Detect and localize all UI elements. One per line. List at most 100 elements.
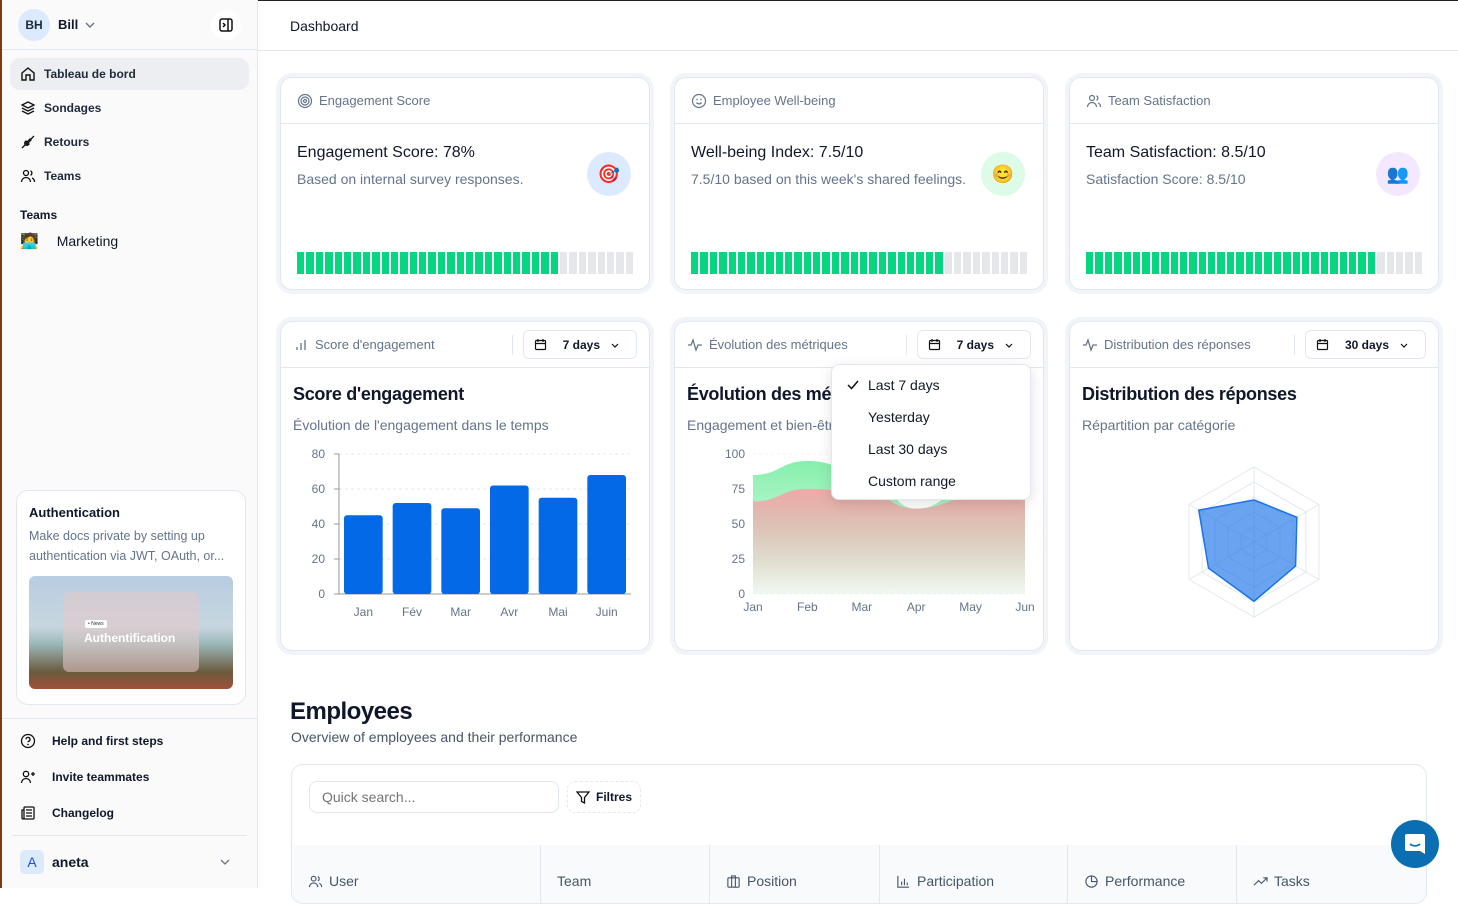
progress-segment: [1001, 252, 1008, 274]
user-avatar[interactable]: BH: [18, 9, 50, 41]
kpi-card-satisfaction: Team Satisfaction Team Satisfaction: 8.5…: [1069, 77, 1439, 290]
column-header-position[interactable]: Position: [710, 845, 880, 904]
range-select[interactable]: 7 days: [523, 330, 637, 359]
quick-search-input[interactable]: [309, 781, 559, 813]
invite-link[interactable]: Invite teammates: [2, 759, 257, 795]
column-header-performance[interactable]: Performance: [1068, 845, 1237, 904]
sidebar-item-feedback[interactable]: Retours: [10, 126, 249, 158]
chat-support-button[interactable]: [1391, 820, 1439, 868]
y-tick-label: 100: [725, 447, 745, 461]
filters-label: Filtres: [596, 790, 632, 804]
progress-segment: [1199, 252, 1206, 274]
dropdown-option-yesterday[interactable]: Yesterday: [832, 401, 1030, 433]
calendar-icon: [534, 338, 547, 351]
column-label: Tasks: [1274, 873, 1310, 889]
chevron-down-icon[interactable]: [84, 19, 96, 31]
progress-segment: [1010, 252, 1017, 274]
bar: [490, 486, 529, 595]
progress-segment: [1180, 252, 1187, 274]
kpi-card-engagement: Engagement Score Engagement Score: 78% B…: [280, 77, 650, 290]
range-select[interactable]: 7 days: [917, 330, 1031, 359]
sidebar-item-dashboard[interactable]: Tableau de bord: [10, 58, 249, 90]
bar: [587, 475, 626, 594]
progress-segment: [1133, 252, 1140, 274]
promo-text: Make docs private by setting up authenti…: [29, 526, 233, 566]
progress-segment: [1358, 252, 1365, 274]
progress-segment: [297, 252, 304, 274]
column-header-user[interactable]: User: [292, 845, 541, 904]
x-tick-label: Mai: [548, 605, 567, 619]
progress-segment: [1405, 252, 1412, 274]
dropdown-option-custom-range[interactable]: Custom range: [832, 465, 1030, 497]
account-name: aneta: [52, 854, 89, 870]
range-select[interactable]: 30 days: [1305, 330, 1426, 359]
area-series-red: [753, 489, 1025, 594]
promo-card[interactable]: Authentication Make docs private by sett…: [16, 490, 246, 705]
layers-icon: [20, 100, 36, 116]
table-header: User Team Position Participation Perform…: [292, 845, 1426, 904]
column-label: User: [329, 873, 359, 889]
progress-segment: [1274, 252, 1281, 274]
progress-segment: [982, 252, 989, 274]
team-item-marketing[interactable]: 🧑‍💻Marketing: [2, 228, 257, 254]
user-name[interactable]: Bill: [58, 17, 78, 32]
bar: [393, 503, 432, 594]
progress-segment: [804, 252, 811, 274]
sidebar-item-teams[interactable]: Teams: [10, 160, 249, 192]
progress-segment: [598, 252, 605, 274]
option-label: Last 30 days: [868, 441, 947, 457]
progress-segment: [935, 252, 942, 274]
users-icon: [1086, 93, 1102, 109]
progress-segment: [400, 252, 407, 274]
y-tick-label: 25: [732, 552, 746, 566]
x-tick-label: Fév: [402, 605, 422, 619]
progress-segment: [879, 252, 886, 274]
chart-subtitle: Répartition par catégorie: [1082, 417, 1235, 433]
progress-segment: [700, 252, 707, 274]
column-header-participation[interactable]: Participation: [880, 845, 1068, 904]
y-tick-label: 0: [318, 587, 325, 601]
radar-chart: [1070, 442, 1440, 642]
account-switcher[interactable]: A aneta: [12, 835, 247, 887]
progress-segment: [494, 252, 501, 274]
panel-icon: [219, 18, 233, 32]
kpi-header: Engagement Score: [319, 93, 430, 108]
progress-segment: [626, 252, 633, 274]
chart-header: Évolution des métriques: [709, 337, 848, 352]
help-label: Help and first steps: [52, 734, 163, 748]
progress-segment: [532, 252, 539, 274]
filters-button[interactable]: Filtres: [567, 781, 641, 813]
help-link[interactable]: Help and first steps: [2, 723, 257, 759]
chart-title: Score d'engagement: [293, 384, 464, 405]
range-value: 30 days: [1345, 338, 1389, 352]
y-tick-label: 75: [732, 482, 746, 496]
y-tick-label: 0: [738, 587, 745, 601]
dropdown-option-last-7-days[interactable]: Last 7 days: [832, 369, 1030, 401]
smile-icon: [691, 93, 707, 109]
activity-icon: [687, 337, 703, 353]
progress-segment: [410, 252, 417, 274]
chevron-down-icon: [1004, 340, 1014, 350]
target-icon: [297, 93, 313, 109]
sidebar-item-surveys[interactable]: Sondages: [10, 92, 249, 124]
range-dropdown-menu: Last 7 days Yesterday Last 30 days Custo…: [831, 364, 1031, 500]
progress-segment: [1283, 252, 1290, 274]
progress-segment: [1349, 252, 1356, 274]
page-header: Dashboard: [258, 0, 1458, 51]
sidebar-toggle-button[interactable]: [211, 10, 241, 40]
range-value: 7 days: [563, 338, 600, 352]
column-header-team[interactable]: Team: [541, 845, 710, 904]
progress-segment: [907, 252, 914, 274]
range-value: 7 days: [957, 338, 994, 352]
changelog-link[interactable]: Changelog: [2, 795, 257, 831]
progress-segment: [1293, 252, 1300, 274]
y-tick-label: 50: [732, 517, 746, 531]
progress-segment: [691, 252, 698, 274]
dropdown-option-last-30-days[interactable]: Last 30 days: [832, 433, 1030, 465]
kpi-header: Employee Well-being: [713, 93, 836, 108]
account-avatar: A: [20, 850, 44, 874]
bar-chart-icon: [896, 874, 911, 889]
progress-segment: [1114, 252, 1121, 274]
employees-title: Employees: [290, 698, 412, 726]
progress-segment: [588, 252, 595, 274]
